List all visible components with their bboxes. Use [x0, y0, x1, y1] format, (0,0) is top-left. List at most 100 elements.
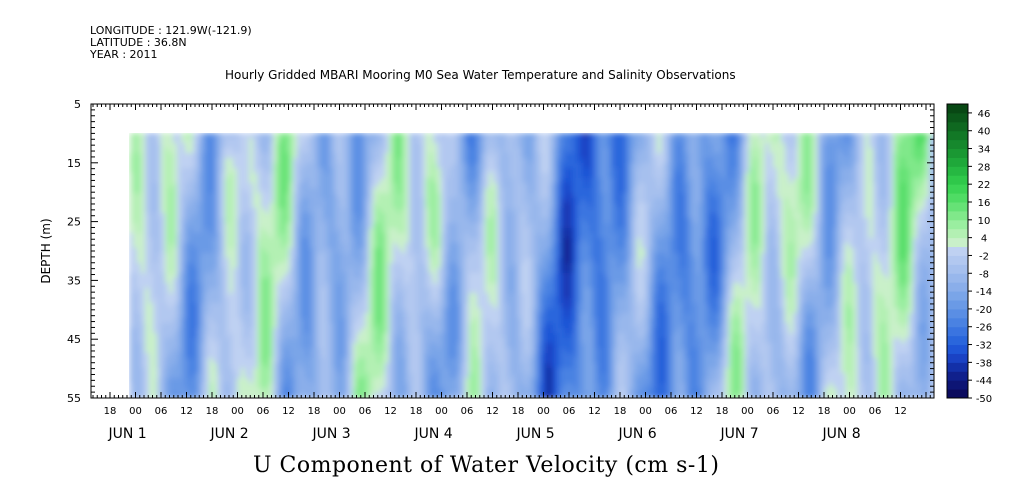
heatmap-cell — [493, 168, 498, 174]
heatmap-cell — [413, 243, 418, 249]
heatmap-cell — [177, 148, 182, 154]
heatmap-cell — [465, 183, 470, 189]
heatmap-cell — [221, 338, 226, 344]
heatmap-cell — [453, 328, 458, 334]
heatmap-cell — [325, 308, 330, 314]
heatmap-cell — [321, 218, 326, 224]
heatmap-cell — [189, 238, 194, 244]
heatmap-cell — [137, 353, 142, 359]
heatmap-cell — [157, 278, 162, 284]
heatmap-cell — [237, 328, 242, 334]
heatmap-cell — [137, 233, 142, 239]
heatmap-cell — [465, 228, 470, 234]
heatmap-cell — [257, 218, 262, 224]
heatmap-cell — [369, 143, 374, 149]
heatmap-cell — [281, 378, 286, 384]
heatmap-cell — [457, 198, 462, 204]
heatmap-cell — [297, 368, 302, 374]
heatmap-cell — [401, 153, 406, 159]
heatmap-cell — [385, 363, 390, 369]
heatmap-cell — [305, 298, 310, 304]
heatmap-cell — [313, 198, 318, 204]
heatmap-cell — [473, 338, 478, 344]
heatmap-cell — [445, 338, 450, 344]
heatmap-cell — [257, 283, 262, 289]
heatmap-cell — [149, 288, 154, 294]
heatmap-cell — [153, 183, 158, 189]
heatmap-cell — [497, 358, 502, 364]
heatmap-cell — [457, 158, 462, 164]
heatmap-cell — [157, 203, 162, 209]
heatmap-cell — [145, 338, 150, 344]
heatmap-cell — [129, 193, 134, 199]
heatmap-cell — [353, 313, 358, 319]
heatmap-cell — [297, 218, 302, 224]
heatmap-cell — [457, 298, 462, 304]
heatmap-cell — [205, 168, 210, 174]
heatmap-cell — [337, 163, 342, 169]
heatmap-cell — [257, 313, 262, 319]
heatmap-cell — [213, 353, 218, 359]
heatmap-cell — [197, 283, 202, 289]
heatmap-cell — [401, 203, 406, 209]
heatmap-cell — [181, 208, 186, 214]
heatmap-cell — [149, 358, 154, 364]
heatmap-cell — [265, 278, 270, 284]
heatmap-cell — [133, 223, 138, 229]
heatmap-cell — [381, 218, 386, 224]
heatmap-cell — [421, 213, 426, 219]
heatmap-cell — [233, 213, 238, 219]
heatmap-cell — [369, 253, 374, 259]
heatmap-cell — [369, 393, 374, 398]
heatmap-cell — [185, 353, 190, 359]
heatmap-cell — [141, 378, 146, 384]
heatmap-cell — [337, 248, 342, 254]
heatmap-cell — [297, 238, 302, 244]
heatmap-cell — [161, 383, 166, 389]
heatmap-cell — [365, 318, 370, 324]
heatmap-cell — [325, 248, 330, 254]
heatmap-cell — [429, 193, 434, 199]
heatmap-cell — [345, 388, 350, 394]
heatmap-cell — [285, 253, 290, 259]
heatmap-cell — [257, 183, 262, 189]
heatmap-cell — [393, 158, 398, 164]
heatmap-cell — [493, 138, 498, 144]
heatmap-cell — [285, 218, 290, 224]
heatmap-cell — [473, 218, 478, 224]
heatmap-cell — [201, 238, 206, 244]
heatmap-cell — [329, 223, 334, 229]
heatmap-cell — [265, 203, 270, 209]
heatmap-cell — [425, 308, 430, 314]
heatmap-cell — [377, 203, 382, 209]
heatmap-cell — [129, 338, 134, 344]
heatmap-cell — [381, 208, 386, 214]
heatmap-cell — [305, 378, 310, 384]
heatmap-cell — [189, 243, 194, 249]
heatmap-cell — [313, 213, 318, 219]
heatmap-cell — [149, 298, 154, 304]
heatmap-cell — [329, 298, 334, 304]
heatmap-cell — [185, 233, 190, 239]
heatmap-cell — [433, 208, 438, 214]
heatmap-cell — [489, 213, 494, 219]
heatmap-cell — [209, 213, 214, 219]
heatmap-cell — [349, 308, 354, 314]
heatmap-cell — [165, 158, 170, 164]
heatmap-cell — [289, 363, 294, 369]
heatmap-cell — [425, 198, 430, 204]
heatmap-cell — [185, 243, 190, 249]
heatmap-cell — [145, 228, 150, 234]
heatmap-cell — [257, 378, 262, 384]
heatmap-cell — [145, 368, 150, 374]
heatmap-cell — [285, 373, 290, 379]
heatmap-cell — [229, 308, 234, 314]
heatmap-cell — [481, 388, 486, 394]
heatmap-cell — [201, 363, 206, 369]
heatmap-cell — [217, 198, 222, 204]
heatmap-cell — [317, 233, 322, 239]
heatmap-cell — [293, 338, 298, 344]
heatmap-cell — [381, 248, 386, 254]
heatmap-cell — [309, 153, 314, 159]
heatmap-cell — [217, 273, 222, 279]
